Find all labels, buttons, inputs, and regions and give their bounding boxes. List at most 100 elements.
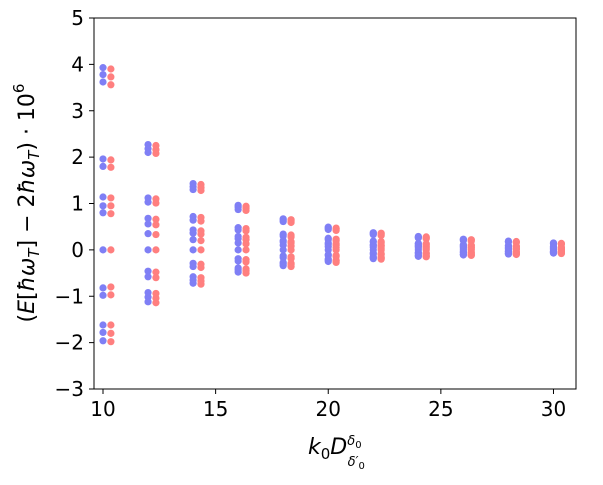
data-point-red	[152, 149, 160, 158]
data-point-blue	[234, 226, 242, 234]
y-tick-label: −3	[55, 377, 84, 401]
data-point-red	[107, 329, 115, 337]
data-point-blue	[99, 193, 107, 201]
data-point-blue	[189, 185, 197, 194]
data-point-red	[107, 65, 115, 73]
data-point-blue	[324, 225, 332, 234]
data-point-red	[107, 73, 115, 81]
data-point-blue	[99, 291, 107, 299]
data-point-blue	[369, 255, 377, 263]
data-point-blue	[189, 216, 197, 224]
data-points	[99, 64, 565, 346]
y-tick-label: −2	[55, 331, 84, 355]
y-tick-label: −1	[55, 284, 84, 308]
x-tick-label: 10	[90, 397, 115, 421]
data-point-blue	[99, 162, 107, 170]
data-point-blue	[279, 262, 287, 270]
data-point-blue	[189, 236, 197, 244]
data-point-red	[377, 255, 385, 263]
data-point-blue	[369, 230, 377, 239]
y-tick-label: 4	[71, 52, 84, 76]
data-point-red	[242, 206, 250, 215]
data-point-red	[107, 338, 115, 346]
data-point-red	[152, 299, 160, 307]
data-point-red	[422, 253, 430, 261]
x-axis-label: k0Dδ0 δ′0	[308, 434, 365, 472]
data-point-blue	[144, 230, 152, 238]
data-point-blue	[99, 328, 107, 337]
data-point-blue	[414, 234, 422, 242]
data-point-blue	[189, 262, 197, 271]
data-point-blue	[99, 337, 107, 345]
data-point-blue	[504, 250, 513, 258]
data-point-blue	[99, 70, 107, 79]
data-point-blue	[99, 284, 107, 292]
data-point-red	[107, 163, 115, 171]
data-point-red	[152, 215, 160, 223]
data-point-blue	[144, 148, 152, 157]
data-point-blue	[144, 198, 152, 206]
data-point-red	[107, 202, 115, 210]
data-point-red	[242, 240, 250, 248]
data-point-blue	[99, 246, 107, 254]
data-point-blue	[279, 246, 287, 254]
data-point-red	[107, 246, 115, 254]
data-point-blue	[99, 321, 107, 329]
data-point-blue	[234, 268, 242, 276]
data-point-red	[197, 217, 205, 225]
data-point-red	[107, 321, 115, 329]
x-tick-label: 30	[541, 397, 566, 421]
x-tick-label: 25	[428, 397, 453, 421]
data-point-blue	[234, 257, 242, 265]
data-point-red	[332, 246, 340, 254]
y-tick-label: 1	[71, 192, 84, 216]
data-point-red	[107, 283, 115, 291]
data-point-blue	[234, 239, 242, 247]
axis-ticks: 10 15 20 25 30 −3 −2 −1 0 1 2 3 4 5	[55, 6, 567, 421]
data-point-red	[197, 263, 205, 272]
data-point-red	[197, 186, 205, 195]
data-point-red	[152, 246, 160, 254]
data-point-blue	[144, 273, 152, 281]
data-point-red	[422, 235, 430, 243]
data-point-red	[242, 269, 250, 277]
data-point-blue	[234, 246, 242, 254]
data-point-red	[332, 258, 340, 266]
data-point-red	[467, 251, 475, 260]
data-point-blue	[189, 279, 197, 287]
y-axis-label: (E[ħωT] − 2ħωT) · 106	[10, 84, 43, 323]
data-point-red	[197, 237, 205, 245]
data-point-blue	[189, 246, 197, 254]
data-point-blue	[99, 155, 107, 163]
data-point-red	[287, 262, 295, 271]
plot-frame	[93, 17, 577, 390]
y-tick-label: 5	[71, 6, 84, 30]
data-point-red	[197, 280, 205, 288]
y-tick-label: 0	[71, 238, 84, 262]
data-point-red	[107, 156, 115, 164]
data-point-blue	[189, 229, 197, 237]
data-point-red	[512, 250, 520, 259]
data-point-blue	[144, 214, 152, 222]
data-point-red	[197, 230, 205, 238]
data-point-red	[287, 246, 295, 254]
data-point-blue	[99, 202, 107, 210]
data-point-blue	[459, 251, 467, 259]
data-point-blue	[99, 64, 107, 72]
data-point-red	[152, 230, 160, 239]
data-point-red	[557, 249, 565, 258]
data-point-blue	[144, 298, 152, 306]
y-tick-label: 2	[71, 145, 84, 169]
data-point-red	[197, 246, 205, 254]
data-point-red	[107, 291, 115, 299]
data-point-blue	[99, 209, 107, 217]
x-tick-label: 20	[316, 397, 341, 421]
data-point-red	[152, 274, 160, 282]
data-point-blue	[144, 220, 152, 228]
x-tick-label: 15	[203, 397, 228, 421]
data-point-blue	[279, 217, 287, 226]
data-point-blue	[144, 246, 152, 254]
data-point-blue	[99, 78, 107, 86]
data-point-red	[152, 221, 160, 229]
data-point-red	[332, 226, 340, 234]
